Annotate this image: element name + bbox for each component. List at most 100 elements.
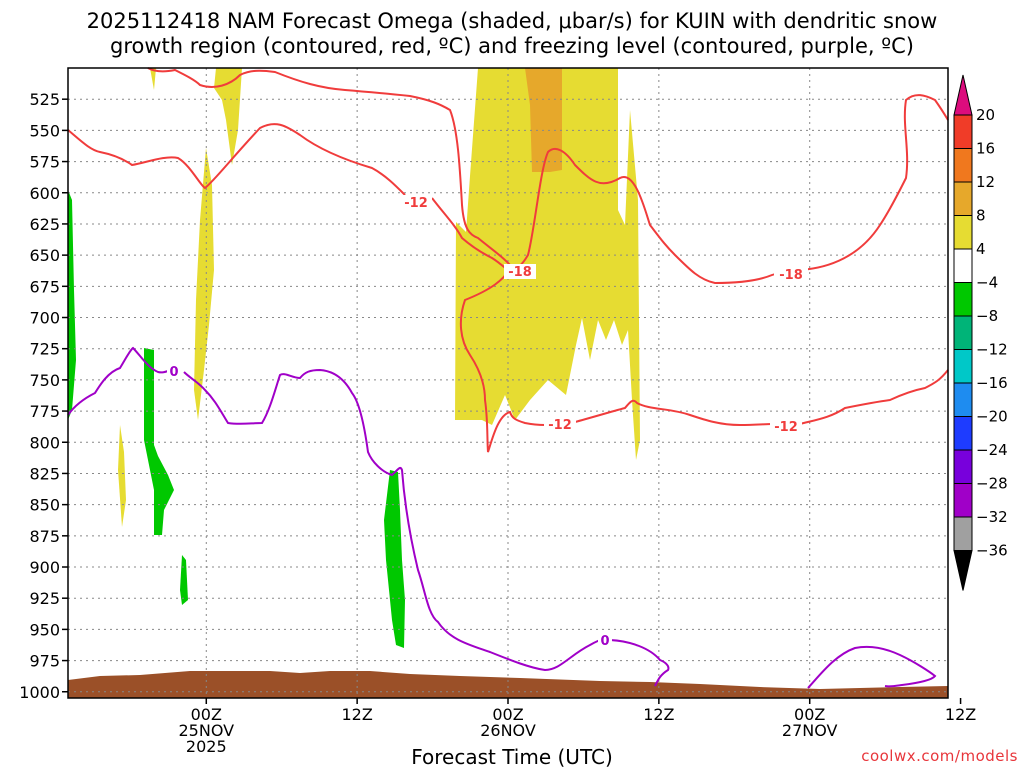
x-tick-label: 2025 bbox=[186, 737, 227, 756]
contour-label-bg bbox=[167, 364, 181, 379]
x-tick-label: 26NOV bbox=[480, 721, 536, 740]
y-tick-label: 1000 bbox=[19, 683, 60, 702]
omega-area-yellow bbox=[455, 68, 640, 460]
omega-shading-yellow bbox=[118, 68, 640, 527]
colorbar-swatch bbox=[953, 416, 973, 451]
colorbar-label: −28 bbox=[976, 475, 1008, 493]
y-tick-label: 800 bbox=[29, 433, 60, 452]
freezing-contour bbox=[807, 645, 937, 689]
y-tick-label: 850 bbox=[29, 496, 60, 515]
dgz-contour-lower bbox=[799, 369, 949, 425]
colorbar-swatch bbox=[953, 349, 973, 384]
dgz-contour-lower bbox=[459, 264, 546, 453]
freezing-contour bbox=[67, 346, 169, 416]
x-tick-label: 00Z bbox=[492, 705, 523, 724]
contour-label-bg bbox=[774, 267, 808, 282]
freezing-contour-label: 0 bbox=[169, 365, 178, 380]
dgz-contour-label: -12 bbox=[404, 196, 428, 211]
y-tick-label: 625 bbox=[29, 215, 60, 234]
colorbar-swatch bbox=[953, 114, 973, 149]
x-axis: 00Z25NOV202512Z00Z26NOV12Z00Z27NOV12Z00Z… bbox=[178, 698, 976, 756]
colorbar-label: −4 bbox=[976, 274, 998, 292]
y-tick-label: 550 bbox=[29, 121, 60, 140]
omega-area-green bbox=[384, 470, 405, 648]
y-axis: 525 550 575 600 625 650 675 700 725 750 775 800 825 8… bbox=[19, 90, 68, 702]
omega-area-yellow bbox=[150, 68, 156, 90]
x-tick-label: 12Z bbox=[945, 705, 976, 724]
x-tick-label: 25NOV bbox=[178, 721, 234, 740]
y-tick-label: 875 bbox=[29, 527, 60, 546]
y-tick-label: 975 bbox=[29, 652, 60, 671]
colorbar-swatch bbox=[953, 483, 973, 518]
y-tick-label: 600 bbox=[29, 184, 60, 203]
colorbar-label: 12 bbox=[976, 173, 995, 191]
freezing-contour-label: 0 bbox=[600, 634, 609, 649]
colorbar-swatch bbox=[953, 315, 973, 350]
colorbar-swatch bbox=[953, 181, 973, 216]
dgz-contour-upper bbox=[67, 123, 406, 196]
contour-labels: -12 -18 -18 -12 -12 0 0 bbox=[167, 195, 808, 649]
omega-area-yellow bbox=[118, 425, 126, 527]
contour-label-bg bbox=[770, 419, 802, 434]
colorbar-label: −8 bbox=[976, 307, 998, 325]
colorbar-swatch bbox=[953, 449, 973, 484]
dgz-contours bbox=[67, 67, 949, 453]
terrain-surface bbox=[68, 671, 948, 698]
omega-shading-green bbox=[68, 190, 405, 648]
omega-area-orange bbox=[525, 68, 562, 172]
contour-label-bg bbox=[544, 417, 576, 432]
y-tick-label: 825 bbox=[29, 464, 60, 483]
x-tick-label: 00Z bbox=[191, 705, 222, 724]
omega-area-yellow bbox=[194, 148, 214, 420]
colorbar-swatch bbox=[953, 382, 973, 417]
chart-title-line-2: growth region (contoured, red, ºC) and f… bbox=[110, 34, 914, 58]
colorbar-swatch bbox=[953, 248, 973, 283]
x-tick-label: 27NOV bbox=[782, 721, 838, 740]
colorbar-label: 4 bbox=[976, 240, 986, 258]
colorbar-label: −36 bbox=[976, 542, 1008, 560]
freezing-contours bbox=[67, 346, 937, 689]
y-tick-label: 750 bbox=[29, 371, 60, 390]
dgz-contour-label: -18 bbox=[508, 265, 532, 280]
colorbar-cap-bottom bbox=[953, 550, 973, 591]
dgz-contour-lower bbox=[574, 399, 773, 427]
chart-title-line-1: 2025112418 NAM Forecast Omega (shaded, μ… bbox=[86, 9, 938, 33]
omega-area-green bbox=[68, 190, 76, 420]
dgz-contour-upper bbox=[147, 67, 949, 285]
dgz-contour-label: -12 bbox=[548, 418, 572, 433]
colorbar-label: −20 bbox=[976, 408, 1008, 426]
freezing-contour bbox=[609, 639, 670, 687]
y-tick-label: 950 bbox=[29, 620, 60, 639]
y-tick-label: 725 bbox=[29, 340, 60, 359]
dgz-contour-label: -18 bbox=[779, 268, 803, 283]
x-axis-title: Forecast Time (UTC) bbox=[411, 745, 613, 769]
colorbar-label: −24 bbox=[976, 441, 1008, 459]
omega-area-green bbox=[144, 348, 174, 535]
colorbar-swatch bbox=[953, 215, 973, 250]
grid-lines bbox=[68, 68, 948, 698]
contour-label-bg bbox=[504, 264, 536, 279]
colorbar-cap-top bbox=[953, 74, 973, 116]
colorbar-swatch bbox=[953, 148, 973, 183]
y-tick-label: 525 bbox=[29, 90, 60, 109]
dgz-contour-label: -12 bbox=[774, 420, 798, 435]
colorbar-label: −16 bbox=[976, 374, 1008, 392]
contour-label-bg bbox=[598, 633, 612, 648]
colorbar-swatch bbox=[953, 516, 973, 551]
colorbar: 20 16 12 8 4 −4 −8 −12 −16 −20 −24 −28 −32 −36 bbox=[953, 74, 1008, 591]
y-tick-label: 675 bbox=[29, 277, 60, 296]
colorbar-label: −32 bbox=[976, 508, 1008, 526]
colorbar-label: 8 bbox=[976, 207, 986, 225]
dgz-contour-upper bbox=[431, 197, 511, 273]
y-tick-label: 575 bbox=[29, 153, 60, 172]
x-tick-label: 12Z bbox=[341, 705, 372, 724]
colorbar-swatch bbox=[953, 282, 973, 317]
y-tick-label: 700 bbox=[29, 309, 60, 328]
omega-area-yellow bbox=[214, 68, 242, 165]
y-tick-label: 900 bbox=[29, 558, 60, 577]
colorbar-label: 16 bbox=[976, 140, 995, 158]
credit-text: coolwx.com/models bbox=[861, 747, 1018, 765]
y-tick-label: 925 bbox=[29, 589, 60, 608]
colorbar-label: −12 bbox=[976, 341, 1008, 359]
